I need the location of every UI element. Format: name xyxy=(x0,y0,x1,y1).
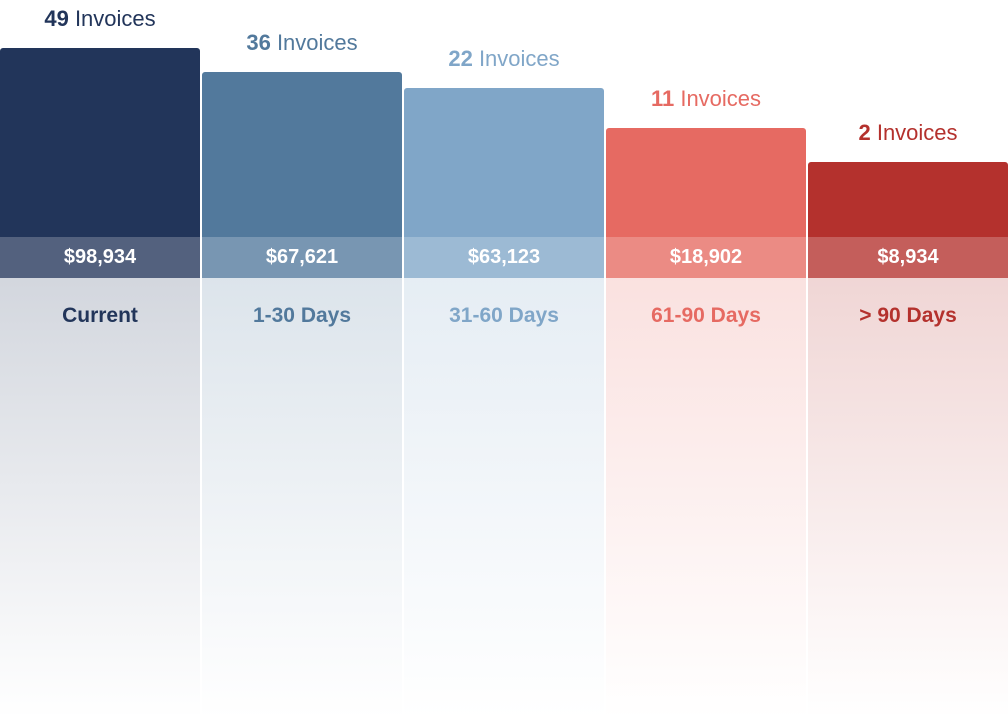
column-background xyxy=(606,278,806,719)
count: 2 xyxy=(858,120,871,145)
bucket-label: Current xyxy=(62,304,138,327)
invoice-count: 2 Invoices xyxy=(808,120,1008,146)
column: 2 Invoices $8,934 > 90 Days xyxy=(808,0,1008,719)
bucket-label: 31-60 Days xyxy=(449,304,559,327)
bucket-label: 61-90 Days xyxy=(651,304,761,327)
count-unit: Invoices xyxy=(276,30,358,55)
column-background xyxy=(0,278,200,719)
amount: $98,934 xyxy=(0,237,200,278)
count: 36 xyxy=(246,30,271,55)
invoice-count: 49 Invoices xyxy=(0,6,200,32)
column-background xyxy=(404,278,604,719)
count-unit: Invoices xyxy=(680,86,762,111)
bucket-label: > 90 Days xyxy=(859,304,957,327)
count-unit: Invoices xyxy=(74,6,156,31)
column: 49 Invoices $98,934 Current xyxy=(0,0,200,719)
amount: $67,621 xyxy=(202,237,402,278)
bar xyxy=(606,128,806,237)
bar xyxy=(808,162,1008,237)
amount: $63,123 xyxy=(404,237,604,278)
column: 36 Invoices $67,621 1-30 Days xyxy=(202,0,402,719)
column: 11 Invoices $18,902 61-90 Days xyxy=(606,0,806,719)
invoice-count: 22 Invoices xyxy=(404,46,604,72)
bar xyxy=(202,72,402,237)
column-background xyxy=(202,278,402,719)
bar xyxy=(0,48,200,237)
count: 49 xyxy=(44,6,69,31)
amount: $18,902 xyxy=(606,237,806,278)
bar xyxy=(404,88,604,237)
count: 11 xyxy=(650,86,675,111)
bucket-label: 1-30 Days xyxy=(252,304,352,327)
count-unit: Invoices xyxy=(876,120,958,145)
column: 22 Invoices $63,123 31-60 Days xyxy=(404,0,604,719)
amount: $8,934 xyxy=(808,237,1008,278)
column-background xyxy=(808,278,1008,719)
invoice-count: 36 Invoices xyxy=(202,30,402,56)
count-unit: Invoices xyxy=(478,46,560,71)
count: 22 xyxy=(448,46,473,71)
invoice-count: 11 Invoices xyxy=(606,86,806,112)
